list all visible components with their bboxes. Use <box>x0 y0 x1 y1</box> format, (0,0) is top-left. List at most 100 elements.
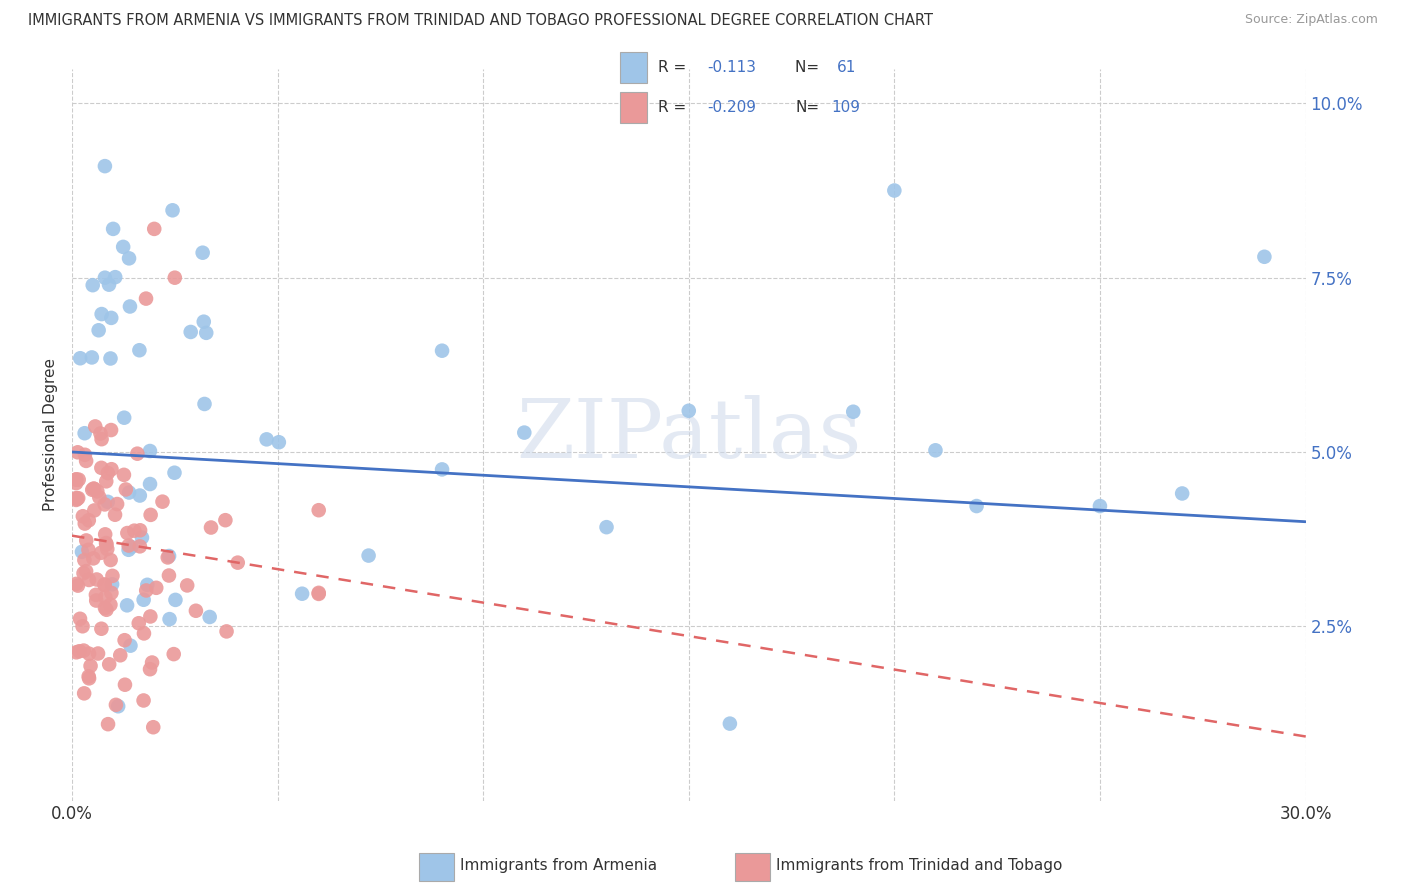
Point <box>124 524 146 538</box>
Point <box>128 539 150 553</box>
Text: R =: R = <box>658 100 692 115</box>
Point <box>142 720 165 734</box>
Point <box>112 410 135 425</box>
Point <box>198 610 221 624</box>
Point <box>70 545 93 559</box>
Point <box>97 717 120 731</box>
Point <box>156 550 179 565</box>
Point <box>69 612 91 626</box>
Point <box>84 588 107 602</box>
Point <box>87 323 110 337</box>
Point <box>79 659 101 673</box>
Point <box>90 460 112 475</box>
Point <box>96 541 118 556</box>
Point <box>162 203 184 218</box>
Point <box>267 435 290 450</box>
Point <box>184 604 207 618</box>
Point <box>72 619 94 633</box>
Point <box>75 533 97 548</box>
Point <box>966 499 988 513</box>
Point <box>842 405 865 419</box>
Point <box>94 601 117 615</box>
Point <box>98 277 121 292</box>
Point <box>118 252 141 266</box>
Point <box>65 491 87 505</box>
Point <box>193 315 215 329</box>
Point <box>308 586 330 600</box>
Point <box>100 586 122 600</box>
Text: ZIPatlas: ZIPatlas <box>516 394 862 475</box>
Point <box>104 698 127 712</box>
Point <box>132 693 155 707</box>
Point <box>152 494 174 508</box>
Point <box>1253 250 1275 264</box>
Point <box>165 593 187 607</box>
Point <box>94 591 117 605</box>
Point <box>430 462 453 476</box>
Point <box>65 645 87 659</box>
Point <box>93 497 115 511</box>
Text: 109: 109 <box>831 100 860 115</box>
Point <box>100 423 122 437</box>
Point <box>112 467 135 482</box>
Point <box>256 433 278 447</box>
Point <box>120 639 142 653</box>
Point <box>82 278 104 293</box>
Point <box>132 592 155 607</box>
Point <box>97 495 120 509</box>
Point <box>94 536 117 550</box>
Point <box>66 491 89 506</box>
Point <box>117 542 139 557</box>
Point <box>308 503 330 517</box>
Point <box>65 473 87 487</box>
Point <box>117 539 139 553</box>
Point <box>135 292 157 306</box>
Point <box>89 491 111 505</box>
Point <box>93 578 115 592</box>
Point <box>86 484 108 499</box>
Point <box>104 508 127 522</box>
Point <box>87 647 110 661</box>
Point <box>291 587 314 601</box>
Text: R =: R = <box>658 60 692 75</box>
Point <box>100 462 122 476</box>
Point <box>357 549 380 563</box>
Point <box>80 351 103 365</box>
Point <box>105 497 128 511</box>
Point <box>180 325 202 339</box>
Text: N=: N= <box>796 60 824 75</box>
Point <box>883 184 905 198</box>
Point <box>118 300 141 314</box>
Text: Immigrants from Trinidad and Tobago: Immigrants from Trinidad and Tobago <box>776 858 1063 872</box>
Point <box>90 307 112 321</box>
Point <box>96 475 118 489</box>
Point <box>100 598 122 612</box>
Point <box>678 403 700 417</box>
Point <box>89 426 111 441</box>
Point <box>136 578 159 592</box>
Point <box>115 599 138 613</box>
Point <box>66 445 89 459</box>
Point <box>141 656 163 670</box>
FancyBboxPatch shape <box>620 93 647 123</box>
Point <box>200 520 222 534</box>
Point <box>93 577 115 591</box>
Point <box>90 622 112 636</box>
Point <box>193 397 215 411</box>
Text: IMMIGRANTS FROM ARMENIA VS IMMIGRANTS FROM TRINIDAD AND TOBAGO PROFESSIONAL DEGR: IMMIGRANTS FROM ARMENIA VS IMMIGRANTS FR… <box>28 13 934 29</box>
Point <box>77 542 100 557</box>
Point <box>114 633 136 648</box>
Point <box>132 626 155 640</box>
Point <box>104 270 127 285</box>
Point <box>83 482 105 496</box>
Point <box>101 222 124 236</box>
Point <box>100 351 122 366</box>
Point <box>75 564 97 578</box>
Point <box>73 686 96 700</box>
Point <box>308 587 330 601</box>
Point <box>139 444 162 458</box>
Point <box>159 612 181 626</box>
FancyBboxPatch shape <box>735 853 770 881</box>
Text: 61: 61 <box>837 60 856 75</box>
Point <box>65 472 87 486</box>
